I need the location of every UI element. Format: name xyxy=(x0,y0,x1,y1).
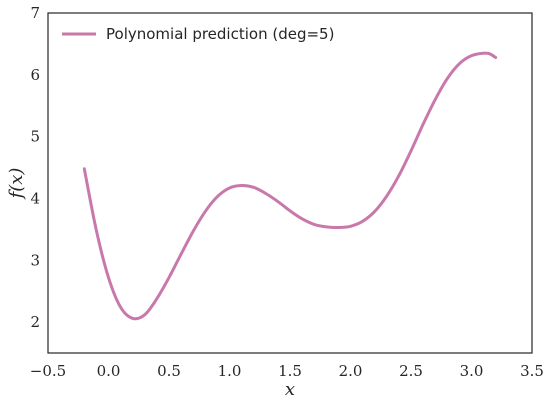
y-tick-label: 5 xyxy=(30,128,40,146)
x-tick-label: 3.0 xyxy=(460,362,484,380)
x-tick-label: 1.5 xyxy=(278,362,302,380)
y-axis-label: f(x) xyxy=(6,168,27,201)
x-tick-label: 2.5 xyxy=(399,362,423,380)
x-tick-label: −0.5 xyxy=(30,362,66,380)
x-tick-label: 0.0 xyxy=(97,362,121,380)
legend: Polynomial prediction (deg=5) xyxy=(62,25,334,43)
y-tick-label: 3 xyxy=(30,251,40,269)
y-tick-label: 6 xyxy=(30,66,40,84)
x-tick-label: 1.0 xyxy=(218,362,242,380)
x-tick-label: 0.5 xyxy=(157,362,181,380)
x-axis-label: x xyxy=(285,379,295,400)
y-tick-labels: 2 3 4 5 6 7 xyxy=(30,4,40,331)
y-tick-label: 2 xyxy=(30,313,40,331)
plot-frame xyxy=(47,12,533,354)
series-line xyxy=(82,51,498,321)
x-tick-labels: −0.5 0.0 0.5 1.0 1.5 2.0 2.5 3.0 3.5 xyxy=(30,362,544,380)
curve-layer xyxy=(82,51,498,321)
x-tick-label: 3.5 xyxy=(520,362,544,380)
legend-label: Polynomial prediction (deg=5) xyxy=(106,25,334,43)
y-tick-label: 4 xyxy=(30,189,40,207)
x-tick-label: 2.0 xyxy=(339,362,363,380)
y-tick-label: 7 xyxy=(30,4,40,22)
